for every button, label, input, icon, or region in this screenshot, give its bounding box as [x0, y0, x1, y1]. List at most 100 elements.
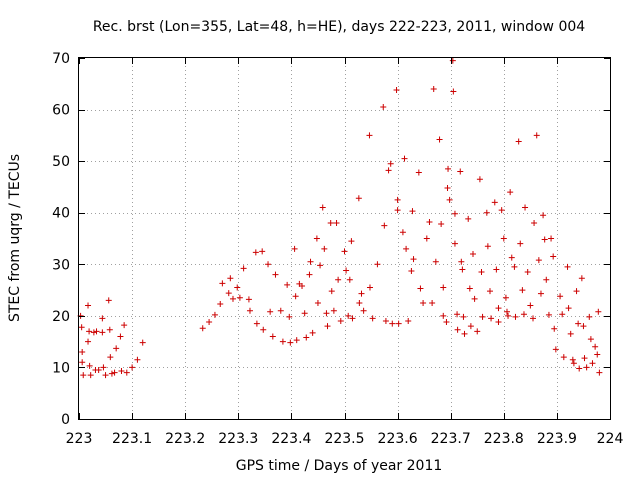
- data-point: [465, 215, 472, 222]
- data-points: [77, 57, 603, 379]
- data-point: [560, 354, 567, 361]
- data-point: [457, 168, 464, 175]
- data-point: [309, 329, 316, 336]
- data-point: [236, 294, 243, 301]
- data-point: [79, 348, 86, 355]
- y-tick-label: 70: [52, 51, 70, 67]
- data-point: [267, 308, 274, 315]
- x-tick-label: 223.1: [112, 431, 152, 447]
- data-point: [369, 315, 376, 322]
- data-point: [321, 245, 328, 252]
- data-point: [505, 312, 512, 319]
- x-axis-label: GPS time / Days of year 2011: [236, 458, 443, 474]
- data-point: [319, 204, 326, 211]
- data-point: [292, 293, 299, 300]
- data-point: [284, 281, 291, 288]
- data-point: [548, 235, 555, 242]
- data-point: [527, 302, 534, 309]
- data-point: [265, 261, 272, 268]
- data-point: [498, 207, 505, 214]
- y-tick-label: 50: [52, 154, 70, 170]
- data-point: [471, 295, 478, 302]
- data-point: [111, 369, 118, 376]
- data-point: [356, 299, 363, 306]
- data-point: [86, 362, 93, 369]
- data-point: [245, 296, 252, 303]
- data-point: [134, 356, 141, 363]
- data-point: [269, 333, 276, 340]
- data-point: [530, 315, 537, 322]
- data-point: [78, 324, 85, 331]
- data-point: [511, 263, 518, 270]
- data-point: [355, 195, 362, 202]
- data-point: [430, 85, 437, 92]
- data-point: [517, 240, 524, 247]
- data-point: [225, 290, 232, 297]
- data-point: [395, 320, 402, 327]
- data-point: [211, 311, 218, 318]
- data-point: [450, 88, 457, 95]
- data-point: [246, 307, 253, 314]
- data-point: [486, 288, 493, 295]
- data-point: [557, 293, 564, 300]
- data-point: [80, 372, 87, 379]
- data-point: [541, 236, 548, 243]
- data-point: [408, 267, 415, 274]
- data-point: [291, 245, 298, 252]
- data-point: [252, 249, 259, 256]
- data-point: [592, 343, 599, 350]
- data-point: [333, 220, 340, 227]
- data-point: [520, 311, 527, 318]
- data-point: [580, 323, 587, 330]
- data-point: [569, 356, 576, 363]
- data-point: [436, 136, 443, 143]
- data-point: [374, 261, 381, 268]
- data-point: [95, 367, 102, 374]
- data-point: [576, 365, 583, 372]
- data-point: [401, 155, 408, 162]
- data-point: [543, 276, 550, 283]
- data-point: [575, 320, 582, 327]
- data-point: [586, 313, 593, 320]
- data-point: [358, 290, 365, 297]
- data-point: [327, 220, 334, 227]
- data-point: [493, 266, 500, 273]
- data-point: [423, 235, 430, 242]
- data-point: [90, 329, 97, 336]
- data-point: [303, 334, 310, 341]
- x-tick-label: 224: [597, 431, 624, 447]
- data-point: [589, 360, 596, 367]
- data-point: [467, 323, 474, 330]
- data-point: [500, 235, 507, 242]
- data-point: [459, 266, 466, 273]
- data-point: [524, 269, 531, 276]
- data-point: [519, 287, 526, 294]
- data-point: [399, 229, 406, 236]
- x-tick-label: 223.3: [218, 431, 258, 447]
- data-point: [550, 253, 557, 260]
- data-point: [341, 248, 348, 255]
- data-point: [123, 369, 130, 376]
- data-point: [495, 319, 502, 326]
- data-point: [105, 297, 112, 304]
- data-point: [403, 245, 410, 252]
- data-point: [460, 313, 467, 320]
- data-point: [440, 284, 447, 291]
- data-point: [409, 208, 416, 215]
- data-point: [324, 323, 331, 330]
- x-tick-label: 223: [66, 431, 93, 447]
- data-point: [420, 299, 427, 306]
- data-point: [346, 276, 353, 283]
- data-point: [454, 326, 461, 333]
- data-point: [507, 189, 514, 196]
- data-point: [583, 364, 590, 371]
- data-point: [85, 338, 92, 345]
- data-point: [415, 169, 422, 176]
- data-point: [118, 368, 125, 375]
- data-point: [503, 308, 510, 315]
- data-point: [515, 138, 522, 145]
- data-point: [107, 354, 114, 361]
- y-tick-label: 10: [52, 360, 70, 376]
- y-tick-label: 30: [52, 257, 70, 273]
- data-point: [360, 307, 367, 314]
